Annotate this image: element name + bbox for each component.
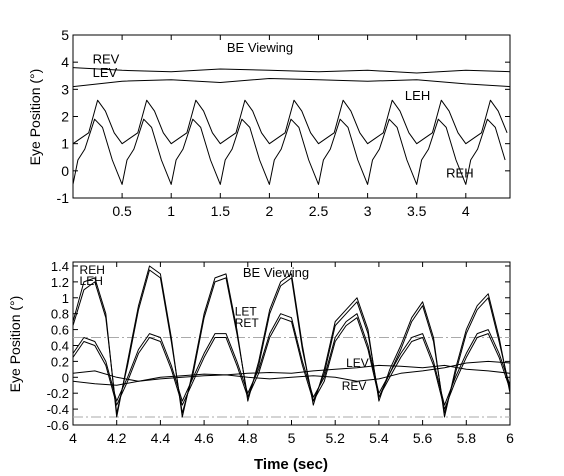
bottom-ytick-label: 0.8 xyxy=(51,307,69,322)
top-ytick-label: -1 xyxy=(57,190,70,206)
bottom-xlabel: Time (sec) xyxy=(254,456,328,473)
bottom-xtick-label: 5 xyxy=(288,430,296,446)
bottom-label-lev: LEV xyxy=(346,356,369,370)
top-xtick-label: 1.5 xyxy=(211,203,231,219)
bottom-xtick-label: 5.8 xyxy=(457,430,477,446)
bottom-ytick-label: 0.6 xyxy=(51,323,69,338)
bottom-ytick-label: -0.4 xyxy=(47,402,69,417)
bottom-xtick-label: 5.6 xyxy=(413,430,433,446)
bottom-panel: BE Viewing Eye Position (°) Time (sec) -… xyxy=(7,259,514,473)
top-ytick-label: 0 xyxy=(61,163,69,179)
top-ytick-label: 5 xyxy=(61,27,69,43)
bottom-ytick-label: -0.6 xyxy=(47,418,69,433)
top-series-lev xyxy=(72,78,511,88)
bottom-ytick-label: 0 xyxy=(62,370,69,385)
top-xtick-label: 2.5 xyxy=(309,203,329,219)
bottom-xtick-label: 4.8 xyxy=(238,430,258,446)
bottom-ytick-label: 1.4 xyxy=(51,259,69,274)
bottom-ytick-label: -0.2 xyxy=(47,386,69,401)
top-xtick-label: 2 xyxy=(266,203,274,219)
top-y-ticks: -1 0 1 2 3 4 5 xyxy=(57,27,510,206)
top-x-ticks: 0.5 1 1.5 2 2.5 3 3.5 4 xyxy=(112,35,470,219)
bottom-series-lev xyxy=(72,364,511,386)
bottom-x-ticks: 4 4.2 4.4 4.6 4.8 5 5.2 5.4 5.6 5.8 6 xyxy=(69,262,514,446)
top-series-reh xyxy=(72,118,506,185)
bottom-ytick-label: 1.2 xyxy=(51,275,69,290)
bottom-xtick-label: 4.6 xyxy=(194,430,214,446)
top-xtick-label: 4 xyxy=(462,203,470,219)
bottom-ytick-label: 0.4 xyxy=(51,338,69,353)
bottom-ylabel: Eye Position (°) xyxy=(7,296,23,393)
top-ytick-label: 3 xyxy=(61,81,69,97)
top-xtick-label: 0.5 xyxy=(112,203,132,219)
bottom-label-rev: REV xyxy=(342,379,367,393)
bottom-ytick-label: 0.2 xyxy=(51,354,69,369)
bottom-xtick-label: 5.4 xyxy=(369,430,389,446)
top-xtick-label: 3 xyxy=(364,203,372,219)
top-series xyxy=(72,67,511,185)
bottom-label-let: LET xyxy=(235,304,258,318)
top-label-leh: LEH xyxy=(405,88,430,103)
top-ytick-label: 4 xyxy=(61,54,69,70)
bottom-series-let xyxy=(72,313,511,406)
top-xtick-label: 3.5 xyxy=(407,203,427,219)
top-title: BE Viewing xyxy=(227,40,293,55)
bottom-series xyxy=(72,265,511,418)
top-label-reh: REH xyxy=(446,166,473,181)
bottom-label-leh: LEH xyxy=(80,274,103,288)
top-label-rev: REV xyxy=(93,52,120,67)
bottom-series-rev xyxy=(72,360,511,382)
bottom-xtick-label: 4.4 xyxy=(151,430,171,446)
bottom-y-ticks: -0.6-0.4-0.200.20.40.60.811.21.4 xyxy=(47,259,510,433)
bottom-title: BE Viewing xyxy=(243,265,309,280)
bottom-xtick-label: 5.2 xyxy=(325,430,345,446)
bottom-series-ret xyxy=(72,317,511,410)
bottom-label-reh: REH xyxy=(80,263,105,277)
bottom-xtick-label: 4 xyxy=(69,430,77,446)
top-ytick-label: 1 xyxy=(61,136,69,152)
bottom-xtick-label: 6 xyxy=(506,430,514,446)
bottom-xtick-label: 4.2 xyxy=(107,430,127,446)
top-ytick-label: 2 xyxy=(61,109,69,125)
top-panel: BE Viewing Eye Position (°) -1 0 1 2 3 4 5 0.5… xyxy=(27,27,511,219)
bottom-series-leh xyxy=(72,269,511,414)
top-ylabel: Eye Position (°) xyxy=(27,69,43,166)
bottom-label-ret: RET xyxy=(235,316,260,330)
top-series-leh xyxy=(72,99,508,145)
bottom-ytick-label: 1 xyxy=(62,291,69,306)
top-series-rev xyxy=(72,67,511,74)
top-label-lev: LEV xyxy=(93,65,118,80)
bottom-reference-lines xyxy=(73,337,510,418)
top-xtick-label: 1 xyxy=(167,203,175,219)
